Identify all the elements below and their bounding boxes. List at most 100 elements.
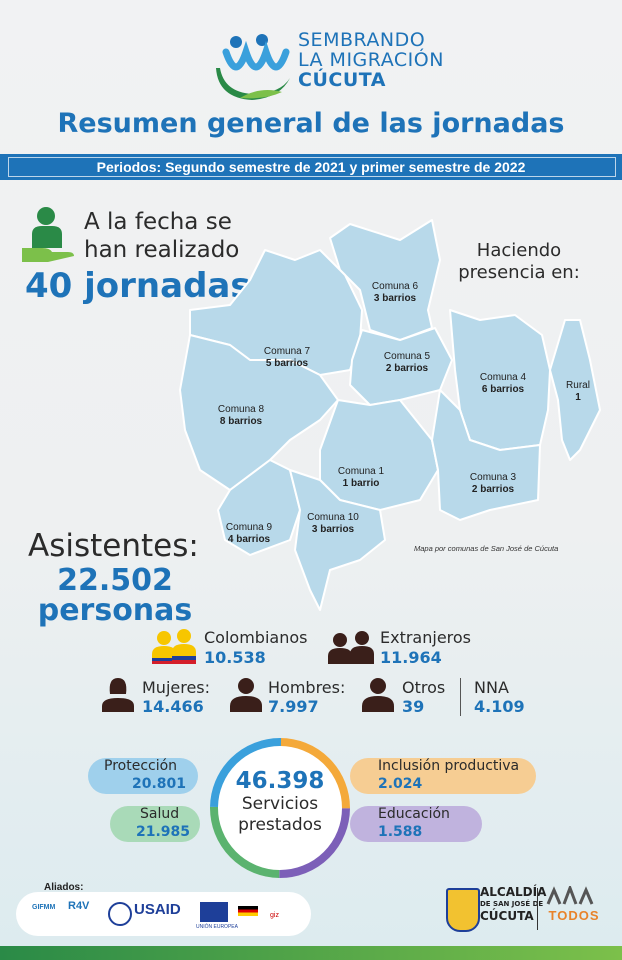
comuna-10-name: Comuna 10 [307,512,359,523]
map-comuna-10 [289,469,386,611]
todos-logo: TODOS [542,883,606,930]
partner-usaid-logo: USAID [134,901,181,918]
comuna-4-name: Comuna 4 [479,372,527,383]
colombia-people-icon [150,628,198,664]
inclusion-label: Inclusión productiva [378,758,520,774]
rural-label: Rural 1 [560,380,596,404]
cucuta-shield-icon [446,888,480,932]
comuna-3-name: Comuna 3 [469,472,517,483]
colombianos-label: Colombianos [204,628,308,647]
asistentes-count: 22.502 personas [30,566,200,626]
alcaldia-line2: DE SAN JOSÉ DE [480,900,544,908]
educacion-value: 1.588 [378,824,423,840]
todos-text: TODOS [548,908,600,923]
otros-value: 39 [402,697,425,716]
proteccion-value: 20.801 [132,776,187,792]
alcaldia-line3: CÚCUTA [480,909,534,923]
logo-line3: CÚCUTA [298,69,386,91]
comuna-8-name: Comuna 8 [217,404,265,415]
rural-barrios: 1 [575,392,581,403]
comuna-9-barrios: 4 barrios [227,534,271,545]
services-total: 46.398 [235,768,325,794]
comuna-7-name: Comuna 7 [263,346,311,357]
mujeres-label: Mujeres: [142,678,211,697]
hand-person-icon [20,204,76,264]
comuna-5-barrios: 2 barrios [385,363,429,374]
footer-strip [0,946,622,960]
alcaldia-logo: ALCALDÍA DE SAN JOSÉ DE CÚCUTA [480,886,546,922]
map-comuna-4 [449,309,551,451]
usaid-seal-icon [108,902,132,926]
logo-line2: LA MIGRACIÓN [298,49,444,71]
comuna-7-barrios: 5 barrios [265,358,309,369]
educacion-pill: Educación 1.588 [350,806,482,842]
inclusion-value: 2.024 [378,776,423,792]
cucuta-map [179,219,601,611]
rural-name: Rural [566,380,590,391]
salud-value: 21.985 [136,824,191,840]
mujeres-value: 14.466 [142,697,204,716]
map-heading-line2: presencia en: [458,262,580,283]
partner-giz-logo: giz [270,912,279,919]
map-heading-line1: Haciendo [476,240,562,261]
alcaldia-divider [537,888,538,930]
map-comuna-5 [349,327,453,406]
aliados-label: Aliados: [44,882,84,893]
map-comuna-8 [179,334,339,491]
eu-flag-icon [200,902,228,922]
map-comuna-3 [431,389,541,521]
people-hands-icon [546,883,594,905]
logo-icon [210,28,296,104]
map-note: Mapa por comunas de San José de Cúcuta [414,544,559,553]
educacion-label: Educación [378,806,450,822]
services-summary: 46.398 Servicios prestados [220,768,340,836]
germany-flag-icon [238,906,258,916]
map-comuna-9 [217,459,301,556]
services-label-line2: prestados [238,815,322,835]
partners-bar: GIFMM R4V USAID UNIÓN EUROPEA giz [16,892,311,936]
comuna-5-name: Comuna 5 [383,351,431,362]
proteccion-pill: Protección 20.801 [88,758,198,794]
hombres-label: Hombres: [268,678,346,697]
woman-icon [100,676,136,712]
jornadas-text: A la fecha se han realizado [84,208,239,264]
asistentes-label: Asistentes: [28,528,199,564]
otros-label: Otros [402,678,446,697]
extranjeros-value: 11.964 [380,648,442,667]
map-comuna-1 [319,399,439,511]
comuna-4-barrios: 6 barrios [481,384,525,395]
comuna-3-barrios: 2 barrios [471,484,515,495]
comuna-9-name: Comuna 9 [225,522,273,533]
person-icon [360,676,396,712]
proteccion-label: Protección [104,758,178,774]
asistentes-count-unit: personas [37,593,193,628]
comuna-10-barrios: 3 barrios [311,524,355,535]
salud-label: Salud [140,806,180,822]
comuna-1-barrios: 1 barrio [342,478,380,489]
partner-r4v-logo: R4V [68,900,90,912]
map-rural [549,319,601,461]
comuna-8-barrios: 8 barrios [219,416,263,427]
alcaldia-line1: ALCALDÍA [480,885,547,899]
logo-text: SEMBRANDO LA MIGRACIÓN CÚCUTA [298,30,444,90]
services-label-line1: Servicios [241,794,319,814]
jornadas-count: 40 jornadas [25,266,251,306]
map-comuna-6 [329,219,441,341]
partner-eu-logo: UNIÓN EUROPEA [196,924,238,930]
nna-value: 4.109 [474,697,525,716]
period-banner: Periodos: Segundo semestre de 2021 y pri… [0,154,622,180]
salud-pill: Salud 21.985 [110,806,200,842]
period-text: Periodos: Segundo semestre de 2021 y pri… [96,159,526,175]
comuna-10-label: Comuna 10 3 barrios [298,512,368,536]
extranjeros-label: Extranjeros [380,628,472,647]
page-title: Resumen general de las jornadas [57,108,565,139]
jornadas-line2: han realizado [84,237,240,263]
nna-label: NNA [474,678,509,697]
nna-divider [460,678,461,716]
map-heading: Haciendo presencia en: [456,240,582,284]
